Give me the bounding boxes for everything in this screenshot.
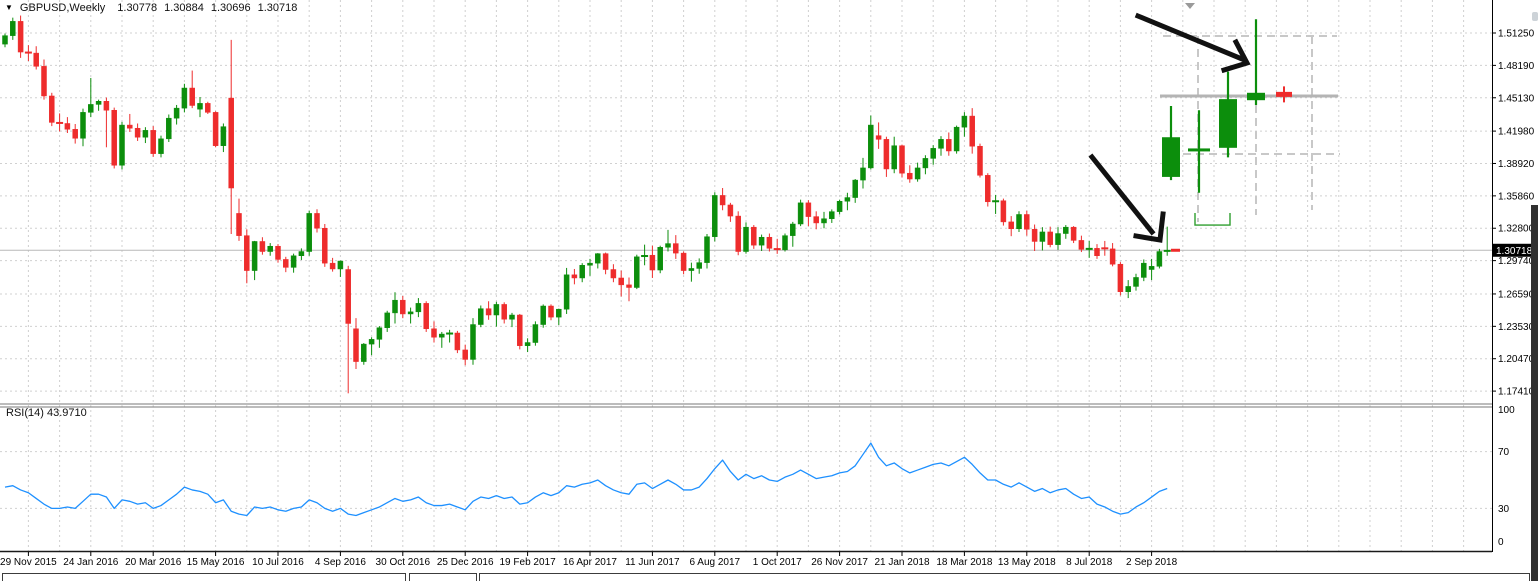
- svg-text:1.26590: 1.26590: [1498, 289, 1535, 300]
- svg-text:18 Mar 2018: 18 Mar 2018: [936, 557, 993, 568]
- svg-text:19 Feb 2017: 19 Feb 2017: [500, 557, 557, 568]
- rsi-line-layer: [4, 442, 1168, 517]
- svg-text:15 May 2016: 15 May 2016: [187, 557, 245, 568]
- svg-text:1.29740: 1.29740: [1498, 256, 1535, 267]
- svg-text:1.35860: 1.35860: [1498, 191, 1535, 202]
- symbol-timeframe-label: GBPUSD,Weekly: [19, 2, 106, 14]
- price-axis[interactable]: 1.51250 1.48190 1.45130 1.41980 1.38920 1.358…: [1492, 0, 1538, 581]
- svg-text:24 Jan 2016: 24 Jan 2016: [63, 557, 118, 568]
- svg-text:30: 30: [1498, 504, 1510, 515]
- svg-text:1.41980: 1.41980: [1498, 127, 1535, 138]
- ohlc-close-value: 1.30718: [257, 2, 298, 14]
- svg-text:0: 0: [1498, 537, 1504, 548]
- svg-text:2 Sep 2018: 2 Sep 2018: [1126, 557, 1178, 568]
- svg-text:1.32800: 1.32800: [1498, 224, 1535, 235]
- rsi-indicator-label: RSI(14) 43.9710: [6, 407, 87, 419]
- svg-text:1.30718: 1.30718: [1496, 246, 1533, 257]
- candles-layer: [2, 15, 1171, 394]
- ohlc-open-value: 1.30778: [117, 2, 158, 14]
- ohlc-low-value: 1.30696: [210, 2, 251, 14]
- svg-text:13 May 2018: 13 May 2018: [998, 557, 1056, 568]
- svg-text:8 Jul 2018: 8 Jul 2018: [1066, 557, 1113, 568]
- svg-text:1.23530: 1.23530: [1498, 322, 1535, 333]
- svg-text:30 Oct 2016: 30 Oct 2016: [376, 557, 431, 568]
- chart-header: ▼ GBPUSD,Weekly 1.30778 1.30884 1.30696 1.307…: [5, 2, 304, 14]
- svg-text:11 Jun 2017: 11 Jun 2017: [625, 557, 680, 568]
- ohlc-high-value: 1.30884: [164, 2, 204, 14]
- svg-text:1.20470: 1.20470: [1498, 354, 1535, 365]
- date-axis[interactable]: 29 Nov 2015 24 Jan 2016 20 Mar 2016 15 May …: [0, 552, 1178, 568]
- drawings-layer: [1088, 3, 1340, 252]
- grid-layer: [0, 0, 1492, 551]
- svg-text:1.45130: 1.45130: [1498, 93, 1535, 104]
- svg-text:100: 100: [1498, 405, 1515, 416]
- right-edge-strip: [1531, 12, 1538, 581]
- svg-text:26 Nov 2017: 26 Nov 2017: [811, 557, 868, 568]
- svg-text:70: 70: [1498, 447, 1510, 458]
- bottom-strip: [2, 573, 1530, 581]
- svg-text:1.38920: 1.38920: [1498, 159, 1535, 170]
- svg-text:6 Aug 2017: 6 Aug 2017: [689, 557, 740, 568]
- svg-text:4 Sep 2016: 4 Sep 2016: [315, 557, 367, 568]
- svg-text:1.48190: 1.48190: [1498, 61, 1535, 72]
- svg-text:1.17410: 1.17410: [1498, 387, 1535, 398]
- chart-dropdown-icon[interactable]: ▼: [5, 3, 13, 12]
- svg-text:16 Apr 2017: 16 Apr 2017: [563, 557, 617, 568]
- pane-separators: [0, 403, 1538, 553]
- svg-text:21 Jan 2018: 21 Jan 2018: [874, 557, 929, 568]
- svg-text:25 Dec 2016: 25 Dec 2016: [437, 557, 494, 568]
- svg-text:10 Jul 2016: 10 Jul 2016: [252, 557, 304, 568]
- svg-text:20 Mar 2016: 20 Mar 2016: [125, 557, 182, 568]
- svg-text:1.51250: 1.51250: [1498, 29, 1535, 40]
- svg-text:1 Oct 2017: 1 Oct 2017: [753, 557, 802, 568]
- svg-text:29 Nov 2015: 29 Nov 2015: [0, 557, 57, 568]
